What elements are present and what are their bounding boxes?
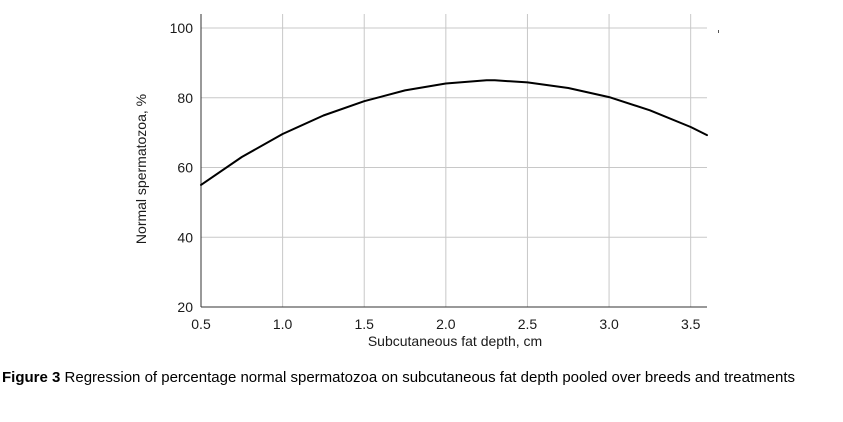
x-tick-label: 2.0	[436, 316, 456, 332]
y-axis-label: Normal spermatozoa, %	[133, 94, 149, 244]
caption-label: Figure 3	[2, 369, 61, 386]
chart-axes	[200, 14, 707, 308]
y-tick-label: 40	[177, 229, 193, 245]
chart-series	[200, 79, 708, 186]
chart-grid	[201, 14, 707, 307]
x-tick-label: 3.5	[681, 316, 701, 332]
x-tick-label: 0.5	[191, 316, 211, 332]
y-tick-label: 80	[177, 90, 193, 106]
x-tick-labels: 0.5 1.0 1.5 2.0 2.5 3.0 3.5	[191, 316, 700, 332]
stray-mark	[718, 30, 719, 33]
y-tick-labels: 20 40 60 80 100	[170, 20, 194, 315]
caption-text: Regression of percentage normal spermato…	[60, 369, 795, 386]
x-axis-label: Subcutaneous fat depth, cm	[368, 333, 542, 349]
regression-curve	[200, 79, 708, 186]
x-tick-label: 2.5	[518, 316, 538, 332]
figure-caption: Figure 3 Regression of percentage normal…	[2, 368, 840, 387]
y-tick-label: 20	[177, 299, 193, 315]
y-tick-label: 60	[177, 160, 193, 176]
x-tick-label: 1.0	[273, 316, 293, 332]
x-tick-label: 3.0	[599, 316, 619, 332]
x-tick-label: 1.5	[354, 316, 374, 332]
y-tick-label: 100	[170, 20, 194, 36]
chart: 20 40 60 80 100 0.5 1.0 1.5 2.0 2.5 3.0 3.5 Subcut…	[133, 14, 708, 349]
